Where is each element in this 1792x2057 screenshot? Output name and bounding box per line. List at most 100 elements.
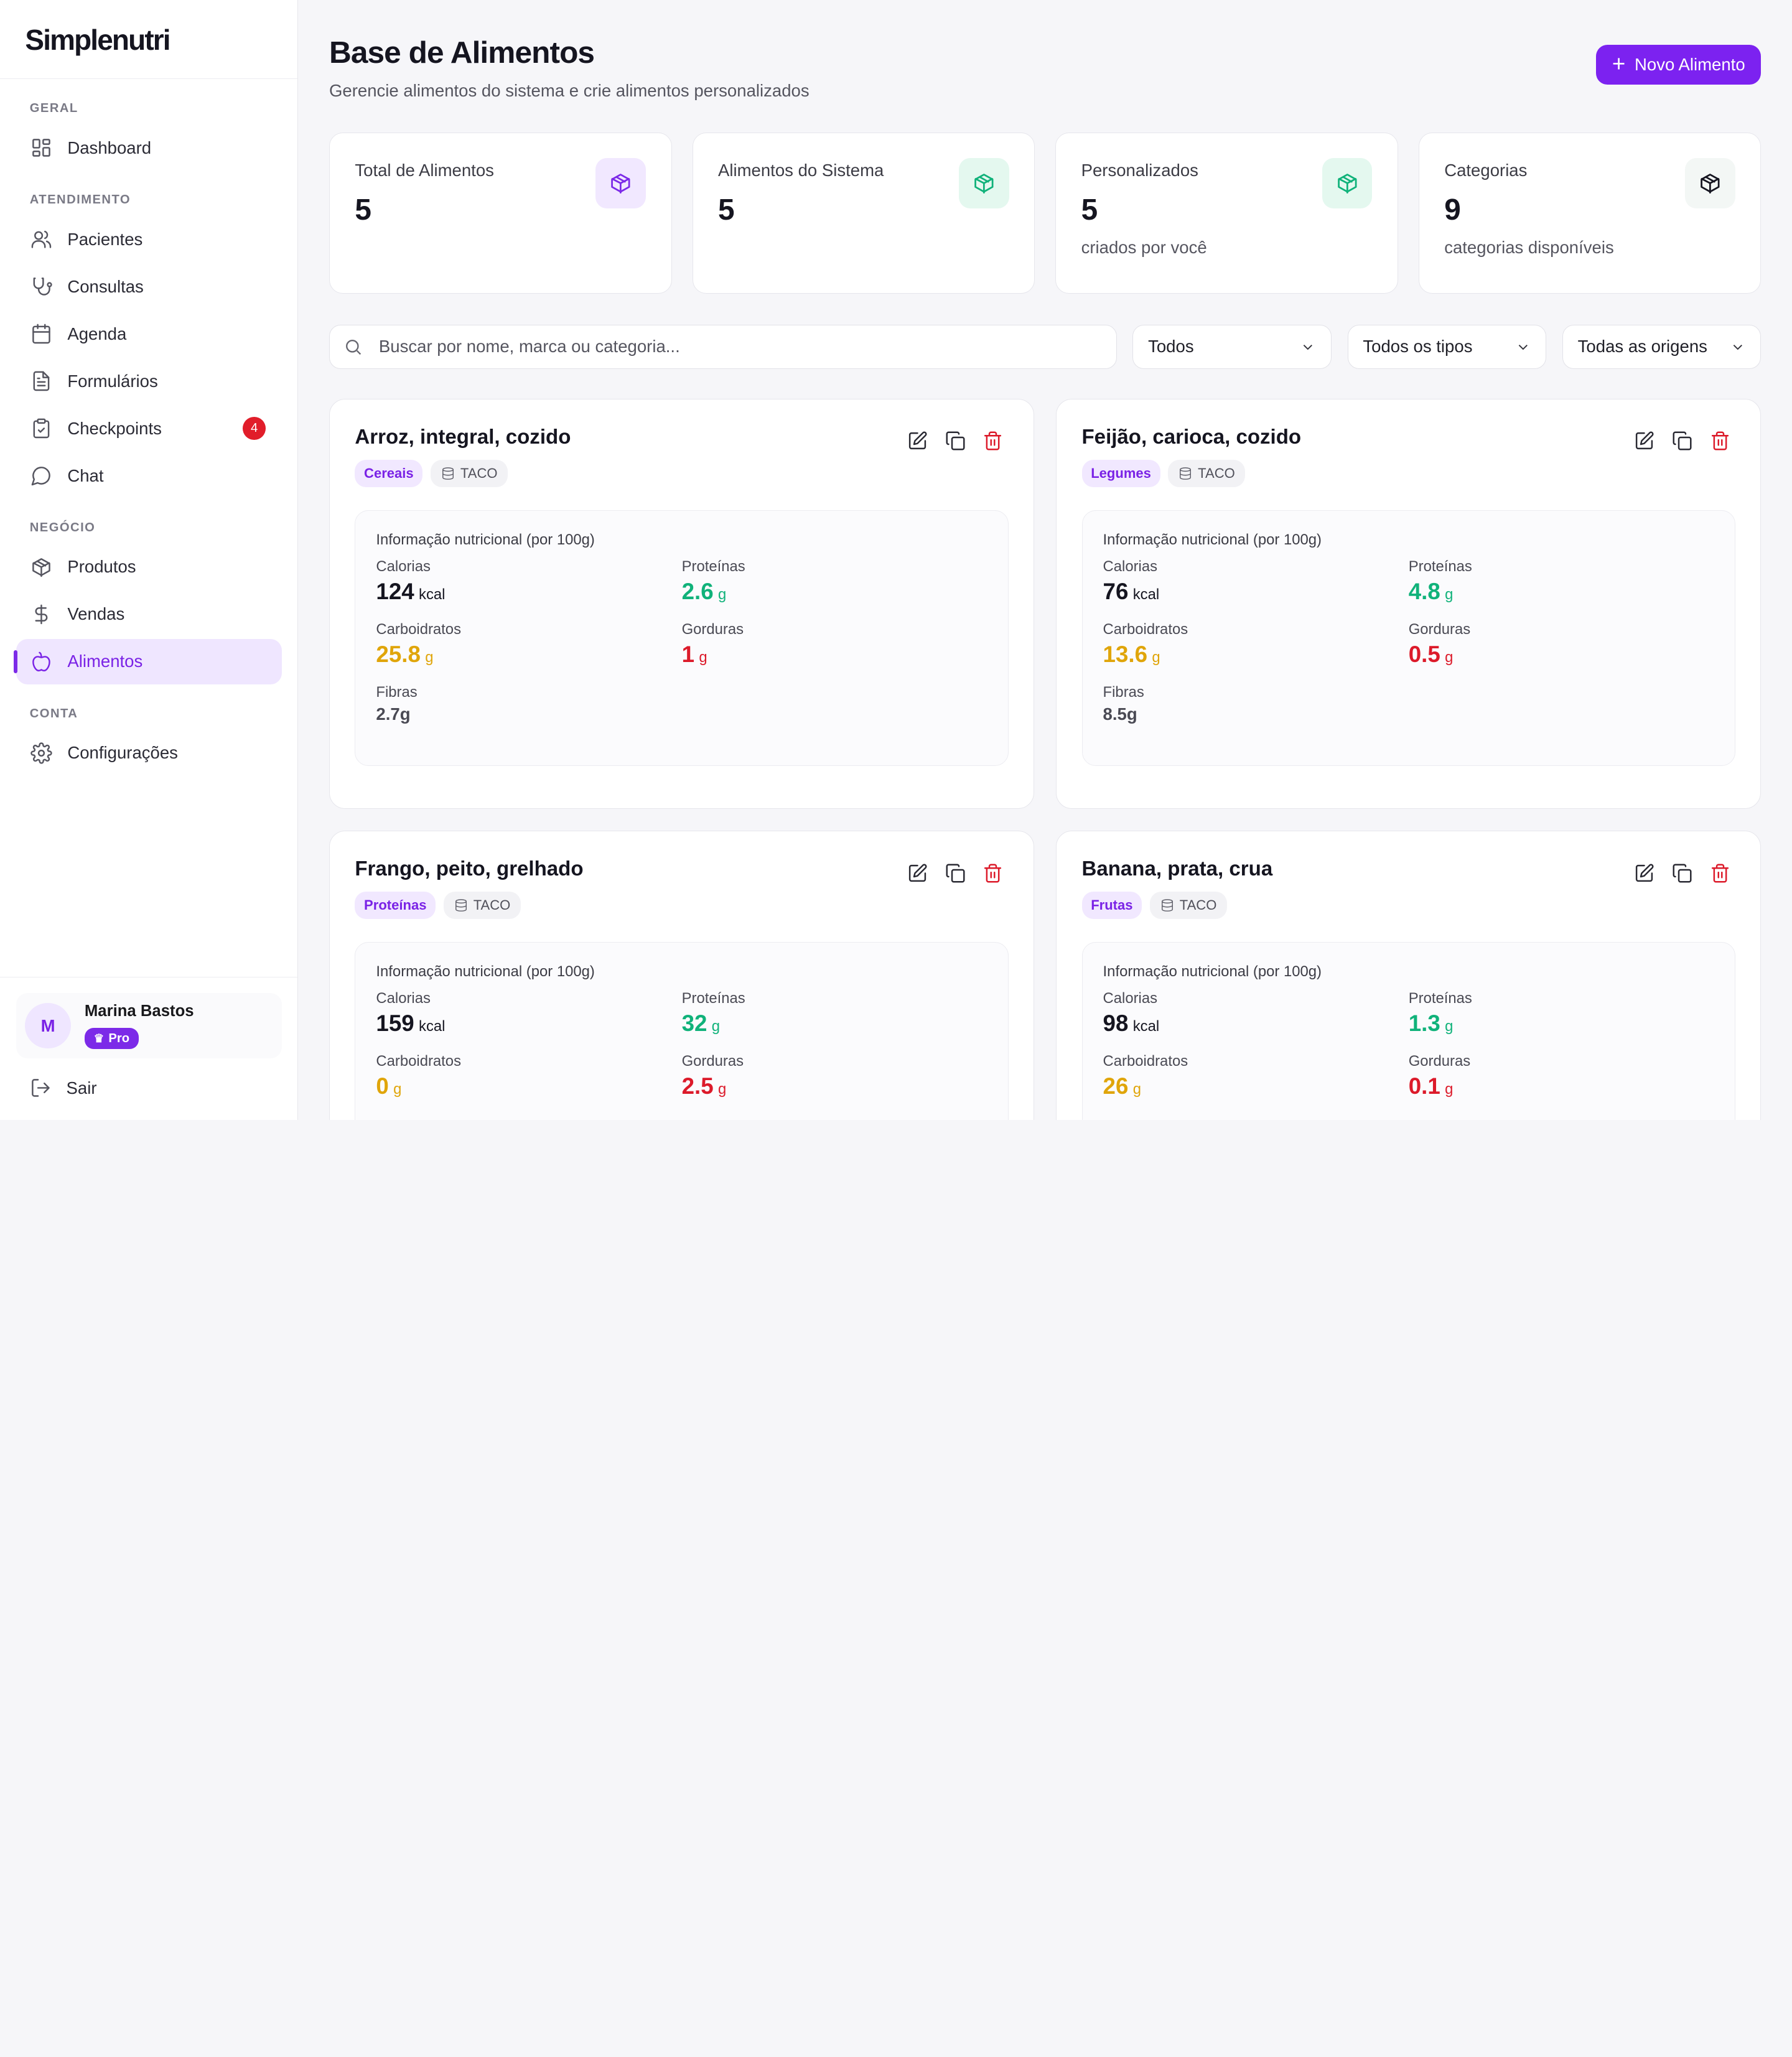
fats-label: Gorduras [681, 1052, 744, 1070]
sidebar-item-produtos[interactable]: Produtos [16, 544, 282, 590]
unit: g [699, 649, 707, 666]
food-card[interactable]: Feijão, carioca, cozido Legumes TACO Inf… [1056, 398, 1762, 809]
protein-value: 2.6 [681, 579, 714, 604]
calories-value: 98 [1103, 1010, 1129, 1037]
search-input[interactable] [378, 337, 1103, 357]
stat-sub: criados por você [1081, 237, 1207, 257]
unit: g [1445, 1081, 1454, 1098]
unit: kcal [419, 1018, 446, 1035]
food-actions [1634, 862, 1731, 884]
unit: kcal [1132, 1018, 1160, 1035]
unit: g [711, 1018, 721, 1035]
fats-label: Gorduras [1408, 620, 1471, 638]
trash-icon[interactable] [1709, 431, 1731, 452]
sidebar-item-alimentos[interactable]: Alimentos [14, 638, 282, 685]
type-select[interactable]: Todos os tipos [1347, 324, 1547, 370]
sidebar-item-label: Formulários [67, 371, 158, 391]
origin-select-value: Todas as origens [1577, 337, 1707, 357]
copy-icon[interactable] [945, 862, 966, 884]
edit-icon[interactable] [907, 431, 928, 452]
edit-icon[interactable] [907, 862, 928, 884]
fat-value: 0.1 [1408, 1073, 1440, 1099]
app-logo[interactable]: Simplenutri [0, 0, 298, 79]
main-content: Base de Alimentos Gerencie alimentos do … [298, 0, 1792, 1120]
sidebar-item-dashboard[interactable]: Dashboard [16, 125, 282, 170]
nutrition-heading: Informação nutricional (por 100g) [376, 963, 595, 981]
food-name: Arroz, integral, cozido [355, 426, 571, 449]
sidebar-item-label: Checkpoints [67, 418, 162, 438]
new-food-button-label: Novo Alimento [1635, 54, 1745, 74]
chevron-down-icon [1733, 344, 1742, 350]
edit-icon[interactable] [1634, 431, 1656, 452]
sidebar-item-checkpoints[interactable]: Checkpoints 4 [16, 406, 282, 451]
user-card[interactable]: M Marina Bastos ♛ Pro [16, 993, 282, 1058]
package-icon [595, 158, 646, 209]
stats-row: Total de Alimentos 5 Alimentos do Sistem… [329, 133, 1762, 294]
trash-icon[interactable] [982, 862, 1004, 884]
food-card[interactable]: Arroz, integral, cozido Cereais TACO Inf… [329, 398, 1035, 809]
carbs-label: Carboidratos [376, 1052, 462, 1070]
sidebar-item-label: Chat [67, 465, 104, 485]
plus-icon: + [1612, 51, 1626, 77]
sidebar-section-title: CONTA [29, 706, 78, 721]
carbs-value: 0 [376, 1073, 389, 1099]
stat-card-total: Total de Alimentos 5 [329, 133, 672, 294]
sidebar-item-formularios[interactable]: Formulários [16, 358, 282, 404]
unit: g [393, 1081, 402, 1098]
origin-select[interactable]: Todas as origens [1562, 324, 1762, 370]
stat-value: 5 [717, 194, 735, 227]
carbs-label: Carboidratos [1103, 620, 1188, 638]
stat-label: Personalizados [1081, 161, 1198, 180]
unit: g [1445, 586, 1454, 603]
avatar: M [25, 1002, 71, 1049]
search-box[interactable] [329, 324, 1117, 370]
sidebar-item-label: Configurações [67, 743, 178, 763]
trash-icon[interactable] [1709, 862, 1731, 884]
category-tag: Legumes [1081, 459, 1160, 488]
users-icon [30, 228, 53, 251]
logout-label: Sair [66, 1078, 97, 1098]
clipboard-check-icon [30, 417, 53, 440]
dollar-icon [30, 603, 53, 626]
copy-icon[interactable] [945, 431, 966, 452]
chevron-down-icon [1518, 344, 1528, 350]
unit: g [1445, 649, 1454, 666]
logout-button[interactable]: Sair [16, 1075, 282, 1102]
new-food-button[interactable]: + Novo Alimento [1596, 44, 1762, 85]
unit: g [1132, 1081, 1142, 1098]
sidebar-item-pacientes[interactable]: Pacientes [16, 217, 282, 262]
stat-label: Alimentos do Sistema [717, 161, 884, 180]
edit-icon[interactable] [1634, 862, 1656, 884]
trash-icon[interactable] [982, 431, 1004, 452]
type-select-value: Todos os tipos [1363, 337, 1473, 357]
sidebar-item-label: Dashboard [67, 138, 152, 157]
sidebar-section-title: ATENDIMENTO [29, 193, 131, 207]
category-tag: Proteínas [355, 891, 436, 920]
sidebar-item-consultas[interactable]: Consultas [16, 264, 282, 309]
carbs-value: 13.6 [1103, 641, 1148, 668]
food-actions [907, 862, 1004, 884]
food-tags: Frutas TACO [1081, 891, 1735, 920]
stat-label: Total de Alimentos [355, 161, 494, 180]
sidebar-item-configuracoes[interactable]: Configurações [16, 730, 282, 775]
sidebar-item-label: Vendas [67, 604, 125, 624]
food-tags: Cereais TACO [355, 459, 1008, 488]
food-card[interactable]: Frango, peito, grelhado Proteínas TACO I… [329, 831, 1035, 1120]
food-card[interactable]: Banana, prata, crua Frutas TACO Informaç… [1056, 831, 1762, 1120]
food-grid: Arroz, integral, cozido Cereais TACO Inf… [329, 398, 1762, 1120]
category-tag: Frutas [1081, 891, 1142, 920]
sidebar-item-vendas[interactable]: Vendas [16, 592, 282, 637]
filters-row: Todos Todos os tipos Todas as origens [329, 324, 1762, 370]
sidebar-item-chat[interactable]: Chat [16, 453, 282, 498]
chat-icon [30, 464, 53, 487]
nutrition-box: Informação nutricional (por 100g) Calori… [355, 510, 1009, 767]
category-select[interactable]: Todos [1132, 324, 1332, 370]
database-icon [1179, 467, 1191, 480]
carbs-value: 26 [1103, 1073, 1129, 1099]
source-tag: TACO [1150, 891, 1227, 920]
page-title: Base de Alimentos [329, 35, 595, 70]
sidebar-item-agenda[interactable]: Agenda [16, 311, 282, 357]
unit: g [425, 649, 434, 666]
copy-icon[interactable] [1671, 862, 1693, 884]
copy-icon[interactable] [1671, 431, 1693, 452]
